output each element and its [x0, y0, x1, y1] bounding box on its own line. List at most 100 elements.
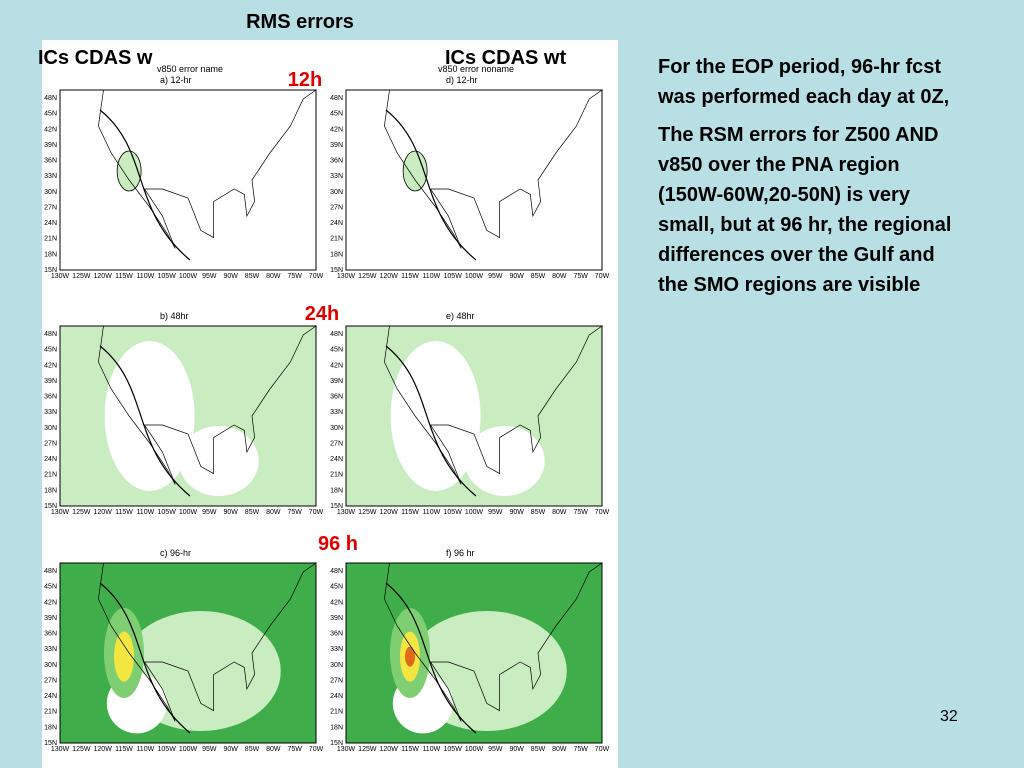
lat-label: 39N [44, 378, 57, 385]
contour-area [104, 341, 195, 491]
lat-label: 27N [330, 677, 343, 684]
lon-label: 120W [94, 273, 113, 280]
lat-label: 24N [44, 456, 57, 463]
lon-label: 115W [115, 273, 133, 280]
lon-label: 75W [573, 509, 588, 516]
lat-label: 48N [330, 95, 343, 102]
lon-label: 100W [179, 273, 198, 280]
lat-label: 27N [44, 204, 57, 211]
coastline [98, 562, 318, 722]
lat-label: 18N [44, 251, 57, 258]
row-label: 12h [288, 69, 322, 91]
lon-label: 90W [509, 746, 524, 753]
lat-label: 18N [44, 724, 57, 731]
lat-label: 45N [330, 584, 343, 591]
lat-label: 33N [330, 173, 343, 180]
lat-label: 45N [330, 347, 343, 354]
lat-label: 30N [44, 662, 57, 669]
lon-label: 125W [358, 746, 377, 753]
lon-label: 110W [422, 273, 440, 280]
lon-label: 70W [595, 273, 610, 280]
lat-label: 45N [330, 111, 343, 118]
lat-label: 36N [330, 631, 343, 638]
lat-label: 33N [44, 409, 57, 416]
lon-label: 80W [266, 273, 281, 280]
lon-label: 90W [509, 273, 524, 280]
lon-label: 110W [136, 746, 154, 753]
lon-label: 70W [309, 273, 324, 280]
lat-label: 45N [44, 584, 57, 591]
lon-label: 130W [337, 509, 356, 516]
lon-label: 115W [401, 509, 419, 516]
lon-label: 75W [573, 746, 588, 753]
lat-label: 18N [44, 487, 57, 494]
lon-label: 80W [266, 746, 281, 753]
lat-label: 30N [330, 425, 343, 432]
lat-label: 24N [44, 220, 57, 227]
lon-label: 95W [488, 509, 503, 516]
lat-label: 42N [330, 362, 343, 369]
lat-label: 15N [330, 267, 343, 274]
lat-label: 33N [330, 646, 343, 653]
lon-label: 70W [309, 746, 324, 753]
lon-label: 115W [115, 509, 133, 516]
contour [99, 582, 191, 734]
lat-label: 39N [330, 378, 343, 385]
panel-sub: a) 12-hr [160, 75, 192, 85]
lon-label: 125W [358, 509, 377, 516]
lon-label: 75W [287, 746, 302, 753]
lon-label: 95W [488, 273, 503, 280]
lat-label: 48N [44, 95, 57, 102]
lat-label: 24N [330, 693, 343, 700]
notes: For the EOP period, 96-hr fcst was perfo… [658, 52, 958, 308]
lat-label: 36N [44, 158, 57, 165]
lon-label: 100W [465, 273, 484, 280]
lon-label: 100W [179, 746, 198, 753]
lon-label: 85W [531, 273, 546, 280]
lon-label: 110W [422, 746, 440, 753]
lat-label: 33N [44, 646, 57, 653]
lon-label: 130W [337, 746, 356, 753]
contour-area [464, 426, 545, 496]
lon-label: 110W [136, 273, 154, 280]
coastline [384, 562, 604, 722]
lat-label: 15N [44, 740, 57, 747]
lat-label: 45N [44, 347, 57, 354]
lon-label: 120W [94, 509, 113, 516]
contour [385, 109, 477, 261]
lon-label: 115W [115, 746, 133, 753]
page-number: 32 [940, 708, 958, 725]
lat-label: 21N [44, 709, 57, 716]
contour-area [116, 150, 142, 192]
lat-label: 36N [44, 631, 57, 638]
lon-label: 110W [136, 509, 154, 516]
lon-label: 120W [94, 746, 113, 753]
lon-label: 70W [595, 746, 610, 753]
lat-label: 39N [44, 142, 57, 149]
lon-label: 75W [287, 273, 302, 280]
contour [385, 345, 477, 497]
lon-label: 130W [51, 509, 70, 516]
row-label: 96 h [318, 533, 358, 555]
lon-label: 130W [51, 746, 70, 753]
lon-label: 115W [401, 746, 419, 753]
panel-sub: c) 96-hr [160, 548, 191, 558]
lat-label: 18N [330, 251, 343, 258]
lat-label: 48N [330, 568, 343, 575]
lat-label: 42N [44, 599, 57, 606]
row-label: 24h [305, 303, 339, 325]
lat-label: 18N [330, 724, 343, 731]
contour-area [405, 646, 415, 667]
lon-label: 90W [509, 509, 524, 516]
lon-label: 95W [488, 746, 503, 753]
lon-label: 90W [223, 273, 238, 280]
lon-label: 105W [444, 509, 463, 516]
lon-label: 95W [202, 509, 217, 516]
coastline [384, 89, 604, 249]
title: RMS errors [246, 11, 354, 33]
lat-label: 24N [330, 220, 343, 227]
lon-label: 105W [158, 273, 177, 280]
lon-label: 80W [552, 746, 567, 753]
